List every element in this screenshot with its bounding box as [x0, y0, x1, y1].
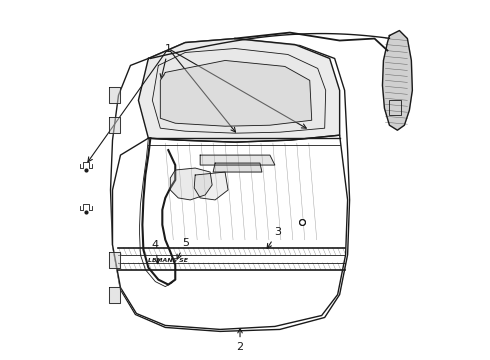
- Polygon shape: [108, 87, 121, 103]
- Polygon shape: [171, 168, 212, 200]
- Polygon shape: [383, 31, 413, 130]
- Text: 4: 4: [152, 240, 159, 264]
- Polygon shape: [213, 163, 262, 172]
- Polygon shape: [108, 117, 121, 133]
- Bar: [390, 100, 401, 115]
- Text: 3: 3: [267, 227, 281, 248]
- Polygon shape: [200, 155, 275, 165]
- Polygon shape: [108, 252, 121, 268]
- Polygon shape: [108, 287, 121, 302]
- Text: LEMANS SE: LEMANS SE: [148, 258, 188, 263]
- Polygon shape: [194, 172, 228, 200]
- Polygon shape: [113, 135, 347, 329]
- Text: 2: 2: [237, 328, 244, 352]
- Text: 1: 1: [160, 44, 172, 78]
- Polygon shape: [160, 60, 312, 126]
- Polygon shape: [152, 49, 326, 133]
- Polygon shape: [111, 39, 349, 332]
- Polygon shape: [138, 39, 340, 142]
- Text: 5: 5: [177, 238, 189, 259]
